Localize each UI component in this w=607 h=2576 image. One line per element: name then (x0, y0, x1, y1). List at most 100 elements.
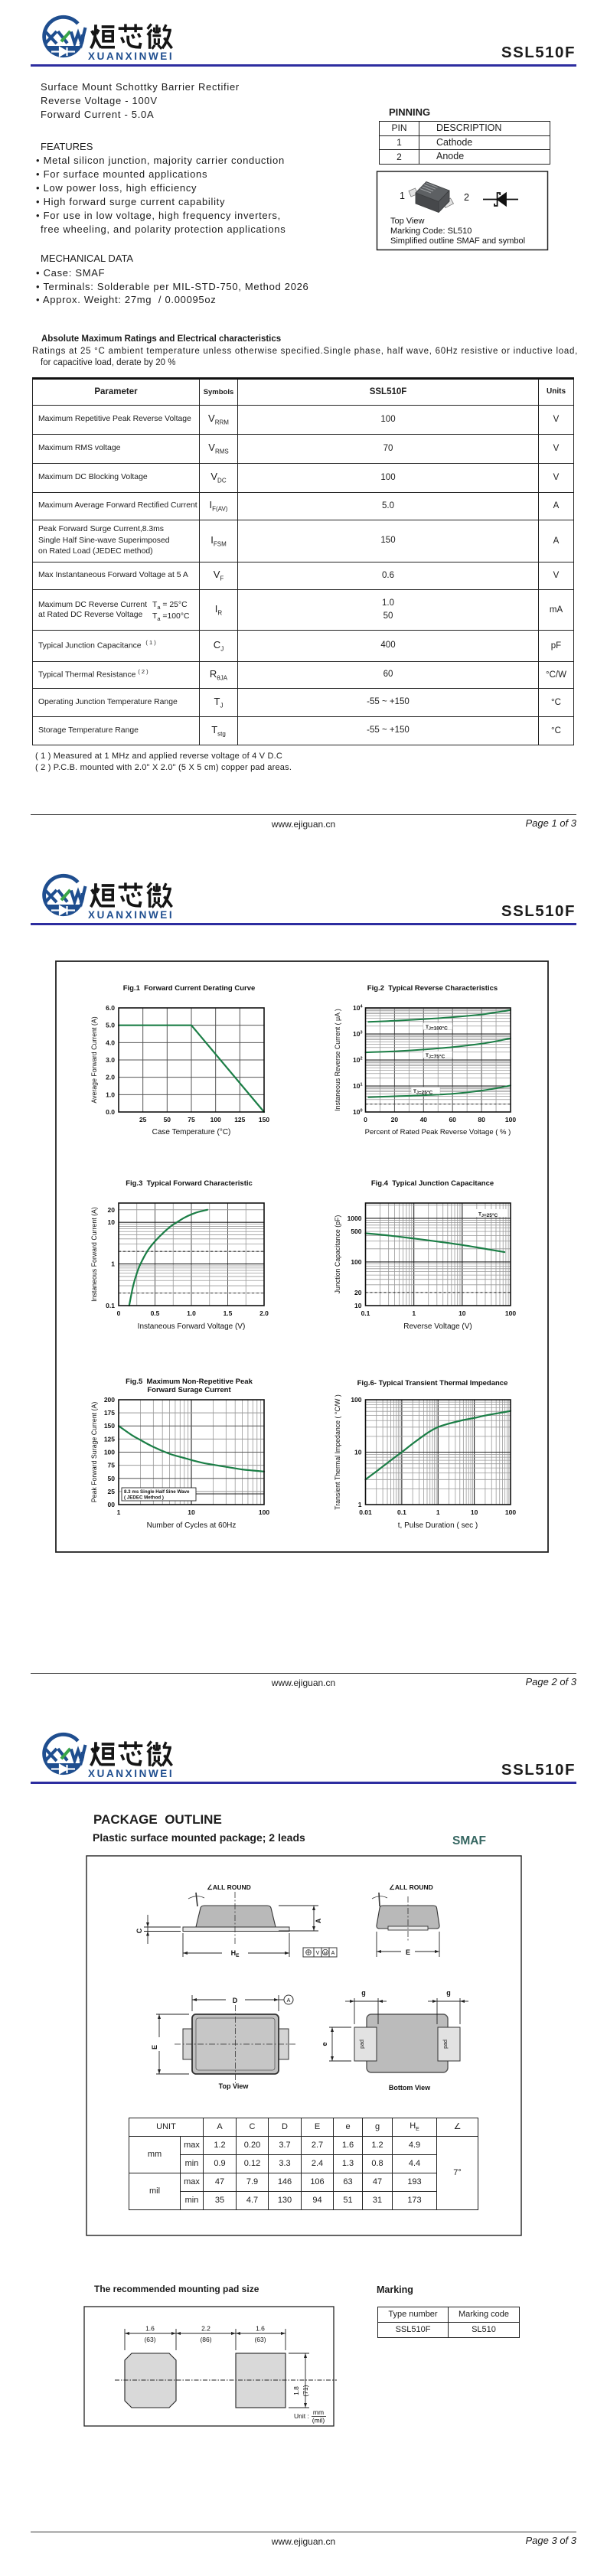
svg-text:100: 100 (505, 1116, 516, 1123)
svg-text:Instaneous Forward Current (A: Instaneous Forward Current (A) (90, 1207, 98, 1302)
svg-text:g: g (446, 1989, 451, 1997)
svg-text:Forward Surage Current: Forward Surage Current (147, 1386, 231, 1394)
svg-text:100: 100 (259, 1508, 269, 1516)
svg-text:Instaneous Reverse Current ( μ: Instaneous Reverse Current ( μA ) (334, 1009, 341, 1111)
svg-text:E: E (151, 2045, 158, 2049)
svg-text:( JEDEC Method ): ( JEDEC Method ) (124, 1495, 164, 1501)
svg-text:Fig.5 Maximum Non-Repetitive: Fig.5 Maximum Non-Repetitive Peak (126, 1378, 253, 1386)
svg-text:(86): (86) (200, 2336, 211, 2343)
svg-text:2: 2 (464, 192, 469, 203)
svg-text:80: 80 (478, 1116, 485, 1123)
svg-text:10: 10 (471, 1508, 478, 1516)
svg-text:1.5: 1.5 (224, 1309, 233, 1317)
svg-text:Percent of Rated Peak Reverse: Percent of Rated Peak Reverse Voltage ( … (365, 1128, 511, 1136)
svg-text:Top View: Top View (390, 217, 424, 226)
svg-text:5.0: 5.0 (106, 1022, 115, 1029)
svg-text:150: 150 (259, 1116, 269, 1123)
svg-text:175: 175 (104, 1409, 115, 1417)
svg-text:1: 1 (111, 1260, 115, 1268)
svg-text:Reverse Voltage (V): Reverse Voltage (V) (403, 1322, 472, 1331)
svg-text:(63): (63) (144, 2336, 155, 2343)
svg-text:3.0: 3.0 (106, 1056, 115, 1064)
svg-text:pad: pad (443, 2040, 449, 2049)
svg-text:104: 104 (353, 1004, 363, 1012)
svg-text:g: g (361, 1989, 366, 1997)
svg-text:D: D (233, 1997, 238, 2004)
svg-text:∠ALL ROUND: ∠ALL ROUND (389, 1883, 433, 1891)
svg-text:Simplified outline SMAF and sy: Simplified outline SMAF and symbol (390, 236, 525, 246)
svg-text:100: 100 (104, 1449, 115, 1456)
svg-text:20: 20 (108, 1206, 116, 1214)
svg-text:1.6: 1.6 (256, 2325, 265, 2333)
svg-text:Bottom View: Bottom View (389, 2084, 431, 2092)
svg-text:125: 125 (104, 1435, 115, 1443)
svg-text:0: 0 (117, 1309, 121, 1317)
svg-text:1.8: 1.8 (292, 2386, 300, 2395)
svg-text:00: 00 (108, 1501, 116, 1508)
svg-text:Instaneous Forward Voltage (V): Instaneous Forward Voltage (V) (138, 1322, 246, 1331)
svg-text:V: V (316, 1951, 320, 1956)
svg-text:TJ=75°C: TJ=75°C (426, 1053, 445, 1060)
svg-text:Fig.3 Typical Forward Charact: Fig.3 Typical Forward Characteristic (126, 1179, 253, 1188)
svg-text:60: 60 (449, 1116, 456, 1123)
svg-text:100: 100 (353, 1108, 363, 1116)
svg-text:1: 1 (358, 1501, 362, 1508)
svg-text:0.1: 0.1 (106, 1302, 115, 1309)
svg-text:2.0: 2.0 (106, 1074, 115, 1081)
svg-text:75: 75 (188, 1116, 195, 1123)
svg-text:10: 10 (188, 1508, 195, 1516)
svg-text:0.5: 0.5 (151, 1309, 160, 1317)
svg-text:A: A (315, 1918, 322, 1923)
svg-text:Fig.1 Forward Current Deratin: Fig.1 Forward Current Derating Curve (123, 984, 256, 993)
svg-text:e: e (321, 2042, 328, 2046)
svg-text:Unit :: Unit : (294, 2412, 309, 2420)
svg-text:75: 75 (108, 1462, 116, 1469)
svg-text:XUANXINWEI: XUANXINWEI (88, 909, 174, 921)
svg-text:40: 40 (420, 1116, 428, 1123)
svg-text:TJ=100°C: TJ=100°C (426, 1025, 448, 1032)
svg-text:1.0: 1.0 (106, 1091, 115, 1098)
svg-text:Number of Cycles at 60Hz: Number of Cycles at 60Hz (147, 1521, 237, 1530)
svg-text:4.0: 4.0 (106, 1039, 115, 1046)
svg-text:pad: pad (360, 2040, 365, 2049)
svg-text:1: 1 (117, 1508, 121, 1516)
svg-text:Marking Code: SL510: Marking Code: SL510 (390, 227, 472, 236)
svg-text:10: 10 (459, 1309, 466, 1317)
svg-text:XUANXINWEI: XUANXINWEI (88, 51, 174, 62)
svg-text:TJ=25°C: TJ=25°C (478, 1212, 498, 1219)
svg-text:(mil): (mil) (312, 2417, 325, 2424)
svg-text:t, Pulse Duration ( sec ): t, Pulse Duration ( sec ) (398, 1521, 478, 1530)
svg-text:A: A (287, 1998, 291, 2004)
svg-text:500: 500 (351, 1228, 361, 1235)
svg-text:∠ALL ROUND: ∠ALL ROUND (207, 1883, 251, 1891)
svg-text:20: 20 (354, 1289, 362, 1296)
svg-text:0.1: 0.1 (397, 1508, 406, 1516)
svg-text:TJ=25°C: TJ=25°C (413, 1089, 433, 1096)
svg-text:E: E (406, 1948, 410, 1956)
svg-text:1.6: 1.6 (145, 2325, 155, 2333)
svg-text:100: 100 (351, 1396, 361, 1404)
svg-text:Peak Forward Surage Current (A: Peak Forward Surage Current (A) (90, 1402, 98, 1503)
svg-text:(71): (71) (302, 2385, 309, 2396)
svg-text:25: 25 (139, 1116, 147, 1123)
svg-text:100: 100 (505, 1309, 516, 1317)
svg-text:50: 50 (164, 1116, 171, 1123)
svg-text:10: 10 (108, 1218, 116, 1226)
svg-text:0: 0 (364, 1116, 367, 1123)
svg-text:XUANXINWEI: XUANXINWEI (88, 1768, 174, 1779)
svg-text:150: 150 (104, 1422, 115, 1430)
svg-text:Transient Thermal Impedance (: Transient Thermal Impedance ( °C/W ) (334, 1394, 341, 1510)
svg-text:0.1: 0.1 (361, 1309, 370, 1317)
svg-text:102: 102 (353, 1056, 363, 1064)
svg-text:C: C (135, 1928, 143, 1933)
svg-text:0.0: 0.0 (106, 1108, 115, 1116)
svg-text:1: 1 (400, 191, 405, 201)
svg-text:Average Forward Current (A): Average Forward Current (A) (90, 1016, 98, 1103)
svg-text:10: 10 (354, 1302, 362, 1309)
svg-text:100: 100 (505, 1508, 516, 1516)
svg-text:200: 200 (104, 1396, 115, 1404)
svg-text:mm: mm (313, 2408, 324, 2416)
svg-text:101: 101 (353, 1082, 363, 1090)
svg-text:Junction Capacitance (pF): Junction Capacitance (pF) (334, 1215, 341, 1294)
svg-text:Fig.6- Typical Transient Therm: Fig.6- Typical Transient Thermal Impedan… (357, 1379, 508, 1387)
